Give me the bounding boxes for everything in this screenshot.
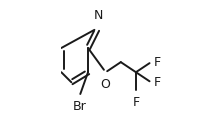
Text: F: F (154, 56, 161, 69)
Text: N: N (94, 9, 103, 22)
Text: F: F (154, 76, 161, 89)
Text: O: O (101, 78, 111, 91)
Text: Br: Br (73, 100, 86, 113)
Text: F: F (132, 96, 140, 109)
